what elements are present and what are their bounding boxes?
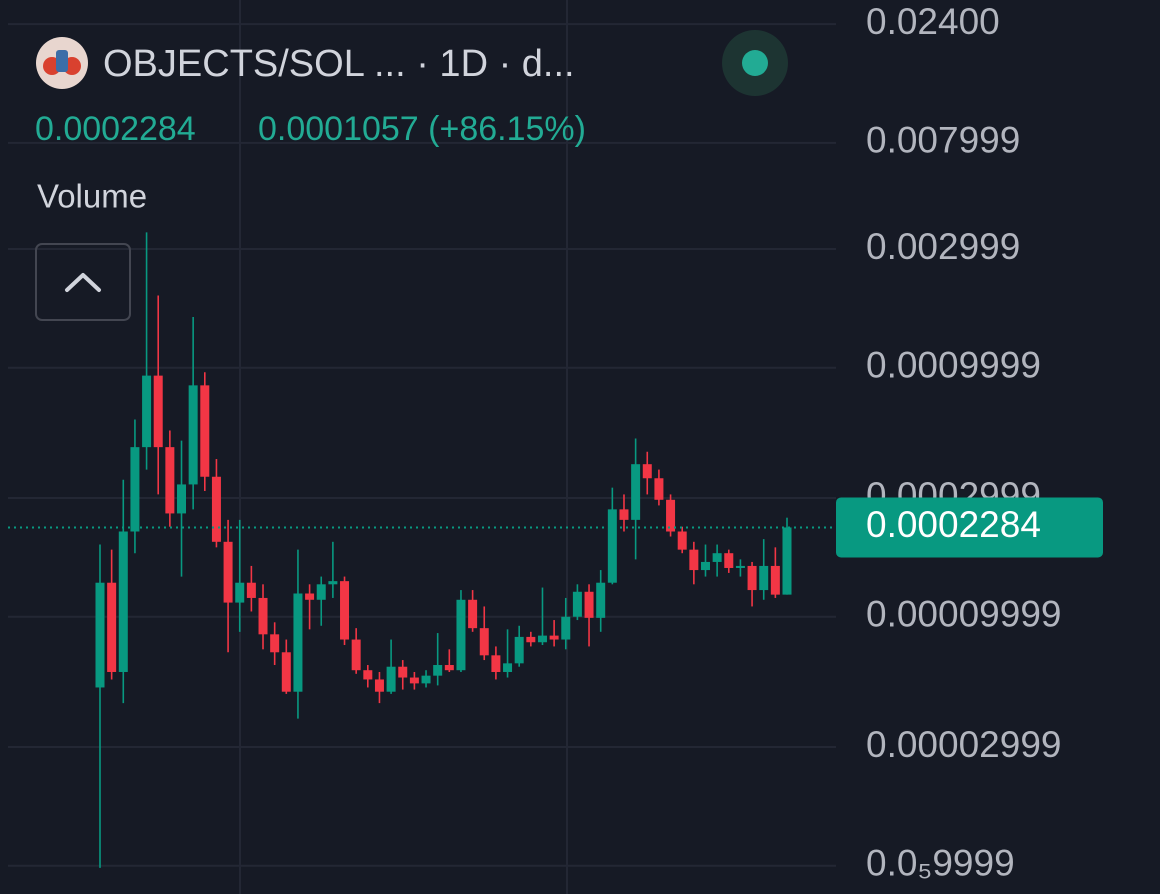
- candle-body: [747, 565, 757, 591]
- candle-body: [118, 531, 128, 672]
- candle-body: [351, 639, 361, 671]
- candle-body: [549, 635, 559, 640]
- candle-body: [328, 581, 338, 585]
- symbol-title: OBJECTS/SOL ... · 1D · d...: [103, 43, 575, 85]
- candle-body: [188, 385, 198, 485]
- overlay: 0.0002284: [8, 497, 1103, 558]
- y-tick-label: 0.0009999: [866, 345, 1041, 386]
- candle-body: [386, 666, 396, 692]
- last-price-box: [836, 497, 1103, 558]
- candle-body: [654, 478, 664, 500]
- candle-body: [200, 385, 210, 477]
- y-tick-label: 0.002999: [866, 226, 1020, 267]
- candle-body: [165, 447, 175, 514]
- candle-body: [316, 584, 326, 600]
- candle-body: [421, 675, 431, 684]
- candle-body: [281, 652, 291, 692]
- candle-body: [444, 665, 454, 671]
- candle-body: [666, 499, 676, 532]
- y-tick-label: 0.0₅9999: [866, 843, 1015, 884]
- candle-body: [130, 447, 140, 532]
- candle-body: [712, 553, 722, 562]
- last-price-label: 0.0002284: [866, 504, 1041, 545]
- candle-body: [433, 665, 443, 676]
- candle-body: [700, 561, 710, 571]
- candle-body: [561, 616, 571, 640]
- candle-body: [374, 679, 384, 692]
- candle-body: [572, 591, 582, 617]
- candle-body: [735, 565, 745, 568]
- candle-body: [223, 541, 233, 603]
- candle-body: [631, 464, 641, 520]
- candle-body: [491, 655, 501, 672]
- candle-body: [235, 582, 245, 603]
- candle-body: [177, 484, 187, 514]
- candle-body: [398, 666, 408, 678]
- change: 0.0001057 (+86.15%): [258, 110, 586, 148]
- candle-body: [642, 464, 652, 479]
- candle-body: [724, 553, 734, 568]
- candle-body: [142, 375, 152, 448]
- candle-body: [468, 599, 478, 629]
- candle-body: [95, 582, 105, 688]
- candle-body: [409, 677, 419, 684]
- candle-body: [456, 599, 466, 671]
- y-tick-label: 0.007999: [866, 120, 1020, 161]
- collapse-button[interactable]: [35, 243, 131, 321]
- candle-body: [503, 663, 513, 672]
- candle-body: [340, 581, 350, 640]
- chevron-icon: [65, 273, 101, 292]
- candle-body: [514, 636, 524, 664]
- candle-body: [153, 375, 163, 448]
- candle-body: [759, 565, 769, 591]
- candle-body: [211, 476, 221, 542]
- candle-body: [607, 509, 617, 583]
- candle-body: [584, 591, 594, 618]
- status-dot[interactable]: [742, 50, 768, 76]
- candle-body: [107, 582, 117, 672]
- candle-body: [363, 670, 373, 680]
- candle-body: [619, 509, 629, 520]
- candle-body: [537, 635, 547, 643]
- y-tick-label: 0.00009999: [866, 594, 1061, 635]
- candle-body: [479, 628, 489, 656]
- y-tick-label: 0.00002999: [866, 724, 1061, 765]
- symbol-icon-part: [56, 50, 68, 72]
- candle-body: [677, 531, 687, 550]
- candle-body: [689, 549, 699, 571]
- candle-body: [305, 593, 315, 600]
- candle-body: [293, 593, 303, 692]
- candle-body: [782, 527, 792, 595]
- header: OBJECTS/SOL ... · 1D · d... 0.0002284 0.…: [35, 30, 788, 321]
- volume-label: Volume: [37, 178, 147, 215]
- candle-body: [258, 597, 268, 635]
- y-tick-label: 0.02400: [866, 1, 1000, 42]
- candle-body: [596, 582, 606, 618]
- last-close: 0.0002284: [35, 110, 196, 148]
- candle-body: [246, 582, 256, 598]
- candle-body: [270, 634, 280, 653]
- candle-body: [526, 636, 536, 643]
- candles: [95, 232, 792, 868]
- candle-body: [770, 565, 780, 595]
